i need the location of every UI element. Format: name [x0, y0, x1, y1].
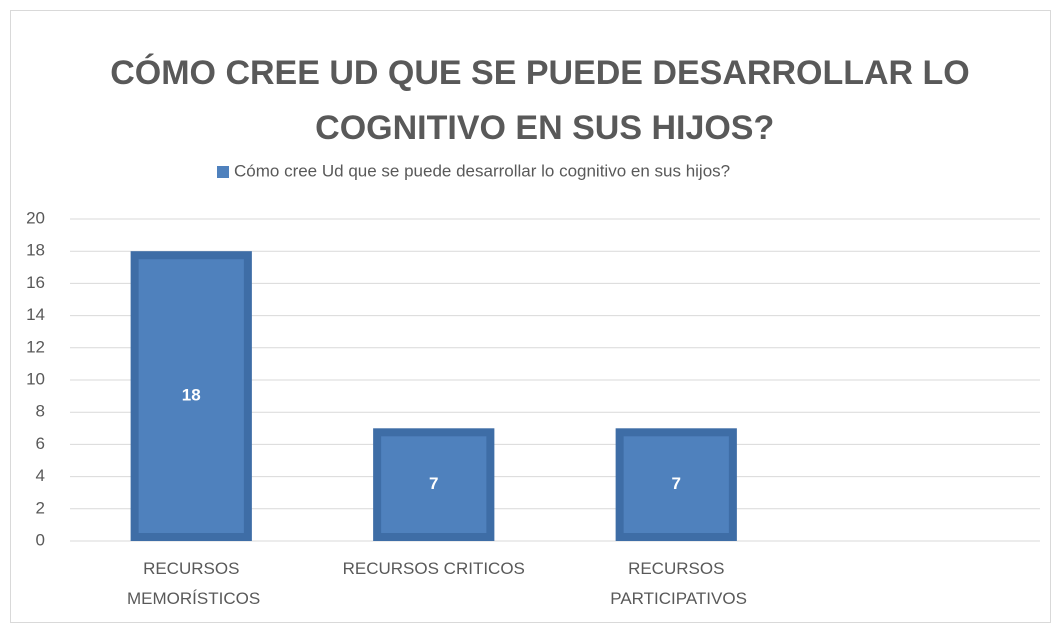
bar: [373, 428, 495, 541]
y-tick-label: 4: [36, 466, 45, 485]
x-tick-label: RECURSOS PARTICIPATIVOS: [606, 559, 747, 608]
legend-swatch: [217, 166, 229, 178]
y-tick-label: 0: [36, 530, 45, 549]
y-tick-label: 20: [26, 208, 45, 227]
x-tick-label: RECURSOS MEMORÍSTICOS: [122, 559, 260, 608]
y-tick-label: 16: [26, 273, 45, 292]
data-label: 18: [182, 386, 201, 405]
chart-title: CÓMO CREE UD QUE SE PUEDE DESARROLLAR LO…: [110, 54, 970, 147]
y-tick-label: 6: [36, 434, 45, 453]
bar: [615, 428, 737, 541]
data-label: 7: [672, 474, 681, 493]
y-tick-label: 18: [26, 241, 45, 260]
legend-label: Cómo cree Ud que se puede desarrollar lo…: [234, 161, 730, 180]
x-tick-label: RECURSOS CRITICOS: [343, 559, 525, 578]
y-tick-label: 12: [26, 337, 45, 356]
bar: [130, 251, 252, 541]
y-tick-label: 10: [26, 369, 45, 388]
data-label: 7: [429, 474, 438, 493]
y-tick-label: 8: [36, 402, 45, 421]
y-tick-label: 2: [36, 498, 45, 517]
y-tick-label: 14: [26, 305, 45, 324]
